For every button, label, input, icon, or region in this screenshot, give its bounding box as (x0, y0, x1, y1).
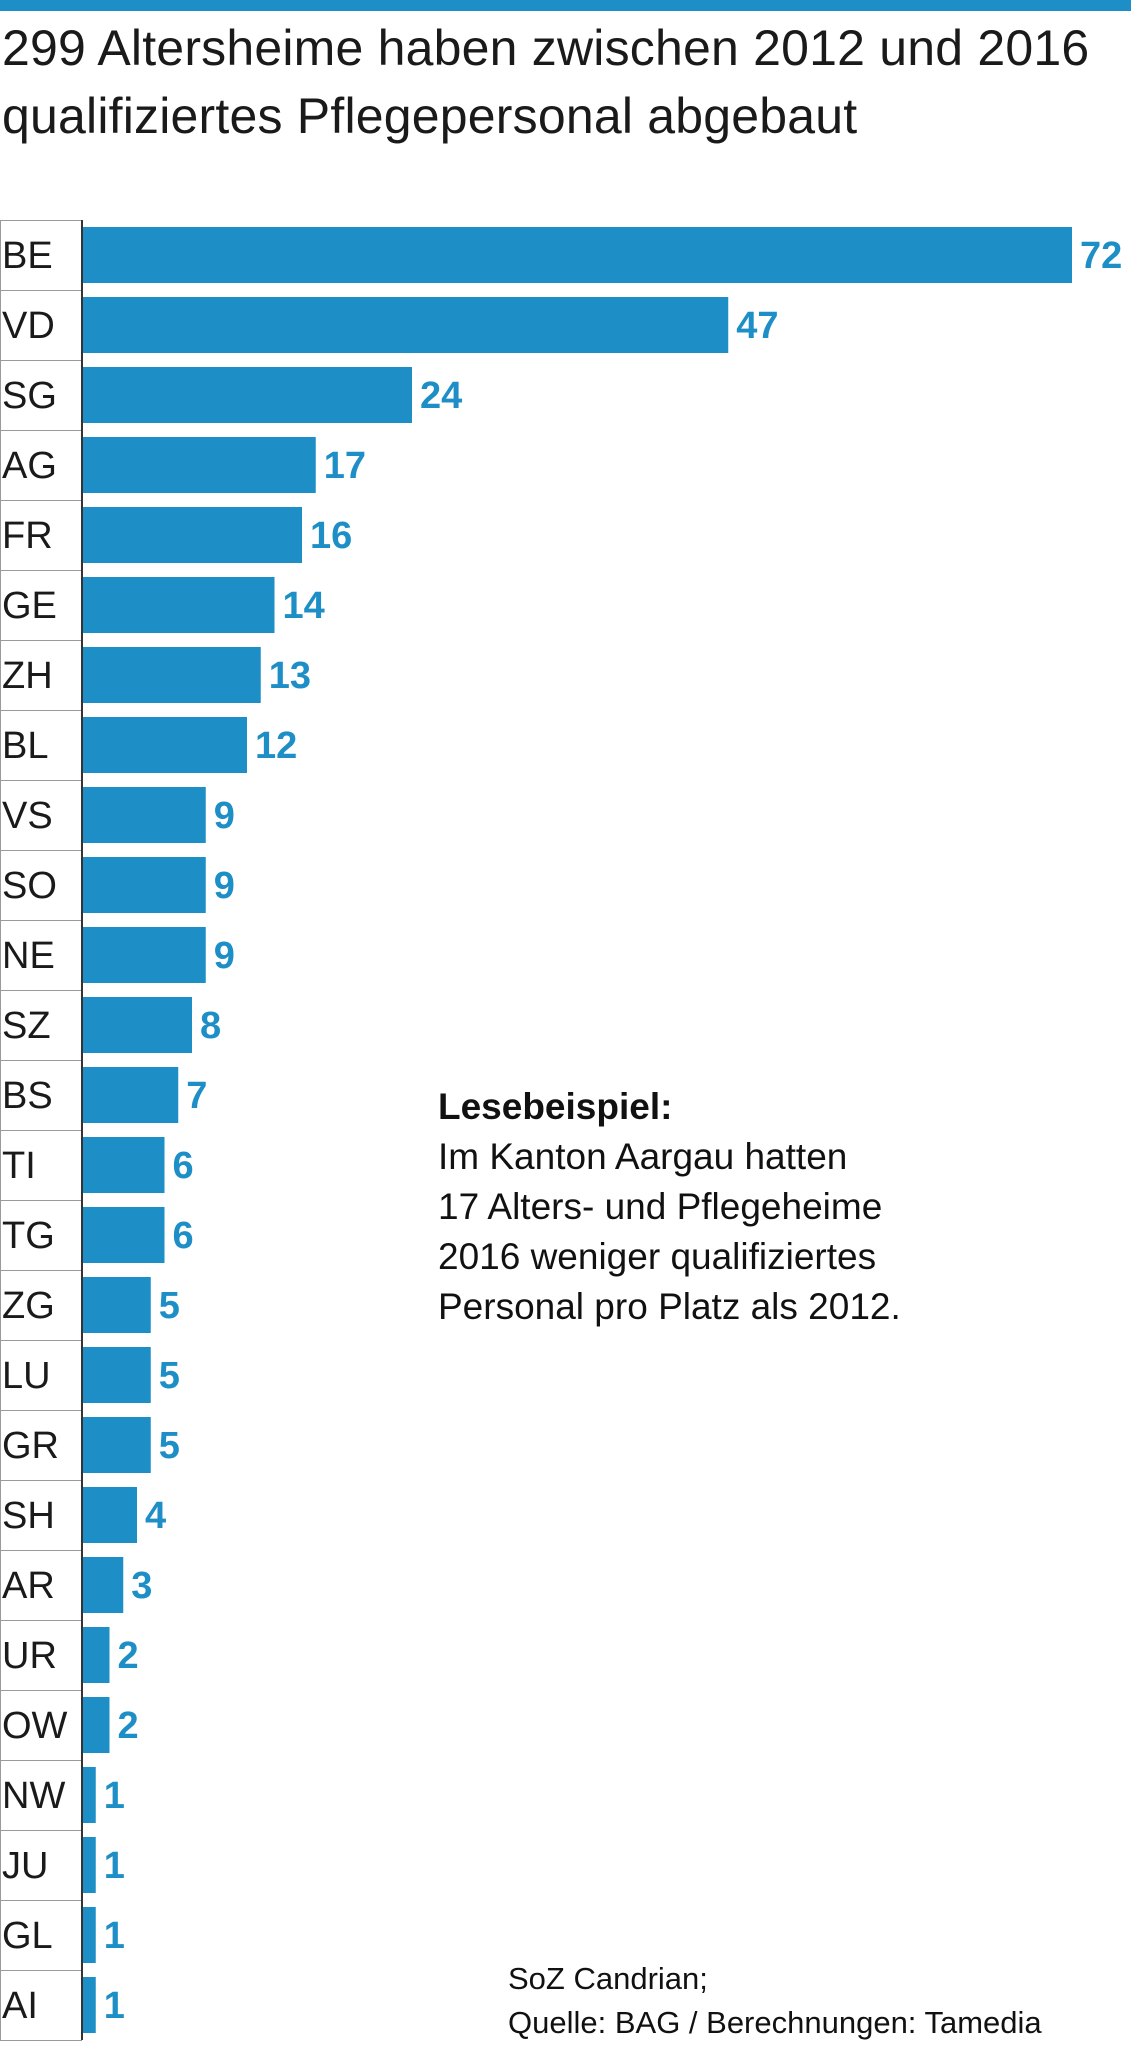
value-label: 5 (159, 1355, 180, 1397)
category-label: ZH (2, 655, 53, 697)
value-label: 5 (159, 1425, 180, 1467)
value-label: 2 (118, 1705, 139, 1747)
category-label: UR (2, 1635, 57, 1677)
value-label: 72 (1080, 235, 1122, 277)
category-label: NW (2, 1775, 65, 1817)
bar-fr (82, 507, 302, 563)
value-label: 1 (104, 1845, 125, 1887)
category-label: JU (2, 1845, 48, 1887)
bar-sg (82, 367, 412, 423)
value-label: 16 (310, 515, 352, 557)
bar-zg (82, 1277, 151, 1333)
bar-lu (82, 1347, 151, 1403)
category-label: VD (2, 305, 55, 347)
note-title: Lesebeispiel: (438, 1086, 673, 1127)
value-label: 4 (145, 1495, 166, 1537)
category-label: SH (2, 1495, 55, 1537)
bar-gr (82, 1417, 151, 1473)
value-label: 6 (173, 1145, 194, 1187)
note-line: 2016 weniger qualifiziertes (438, 1236, 877, 1277)
bar-ow (82, 1697, 110, 1753)
bar-sh (82, 1487, 137, 1543)
bar-ti (82, 1137, 165, 1193)
category-label: TG (2, 1215, 55, 1257)
value-label: 24 (420, 375, 462, 417)
note-line: Personal pro Platz als 2012. (438, 1286, 901, 1327)
category-label: BS (2, 1075, 53, 1117)
bar-ag (82, 437, 316, 493)
bar-nw (82, 1767, 96, 1823)
bar-be (82, 227, 1072, 283)
bar-bl (82, 717, 247, 773)
category-label: SZ (2, 1005, 51, 1047)
value-label: 9 (214, 935, 235, 977)
bar-sz (82, 997, 192, 1053)
bar-tg (82, 1207, 165, 1263)
chart-title: 299 Altersheime haben zwischen 2012 und … (2, 20, 1090, 144)
value-label: 2 (118, 1635, 139, 1677)
bar-ar (82, 1557, 124, 1613)
value-label: 12 (255, 725, 297, 767)
category-label: FR (2, 515, 53, 557)
bar-vd (82, 297, 729, 353)
value-label: 3 (131, 1565, 152, 1607)
category-label: GL (2, 1915, 53, 1957)
category-label: GE (2, 585, 57, 627)
category-label: LU (2, 1355, 51, 1397)
value-label: 7 (186, 1075, 207, 1117)
category-label: VS (2, 795, 53, 837)
value-label: 8 (200, 1005, 221, 1047)
note-line: Im Kanton Aargau hatten (438, 1136, 848, 1177)
bar-ge (82, 577, 275, 633)
value-label: 13 (269, 655, 311, 697)
bar-zh (82, 647, 261, 703)
category-label: SG (2, 375, 57, 417)
source-credit: SoZ Candrian; Quelle: BAG / Berechnungen… (508, 1957, 1128, 2045)
value-label: 47 (736, 305, 778, 347)
value-label: 5 (159, 1285, 180, 1327)
bar-bs (82, 1067, 179, 1123)
category-label: SO (2, 865, 57, 907)
category-label: ZG (2, 1285, 55, 1327)
category-label: BL (2, 725, 48, 767)
category-label: BE (2, 235, 53, 277)
value-label: 1 (104, 1775, 125, 1817)
value-label: 17 (324, 445, 366, 487)
bar-ju (82, 1837, 96, 1893)
reading-example-note: Lesebeispiel: Im Kanton Aargau hatten 17… (438, 1082, 998, 1332)
category-label: OW (2, 1705, 68, 1747)
value-label: 9 (214, 795, 235, 837)
category-label: AG (2, 445, 57, 487)
bar-ne (82, 927, 206, 983)
source-author: SoZ Candrian; (508, 1961, 708, 1996)
source-reference: Quelle: BAG / Berechnungen: Tamedia (508, 2005, 1042, 2040)
bar-so (82, 857, 206, 913)
value-label: 1 (104, 1985, 125, 2027)
value-label: 1 (104, 1915, 125, 1957)
category-label: AI (2, 1985, 38, 2027)
top-accent-bar (0, 0, 1131, 11)
category-label: TI (2, 1145, 36, 1187)
category-label: AR (2, 1565, 55, 1607)
value-label: 14 (283, 585, 325, 627)
bar-ur (82, 1627, 110, 1683)
category-label: NE (2, 935, 55, 977)
bar-vs (82, 787, 206, 843)
value-label: 6 (173, 1215, 194, 1257)
bar-gl (82, 1907, 96, 1963)
category-label: GR (2, 1425, 59, 1467)
value-label: 9 (214, 865, 235, 907)
note-line: 17 Alters- und Pflegeheime (438, 1186, 883, 1227)
bar-ai (82, 1977, 96, 2033)
